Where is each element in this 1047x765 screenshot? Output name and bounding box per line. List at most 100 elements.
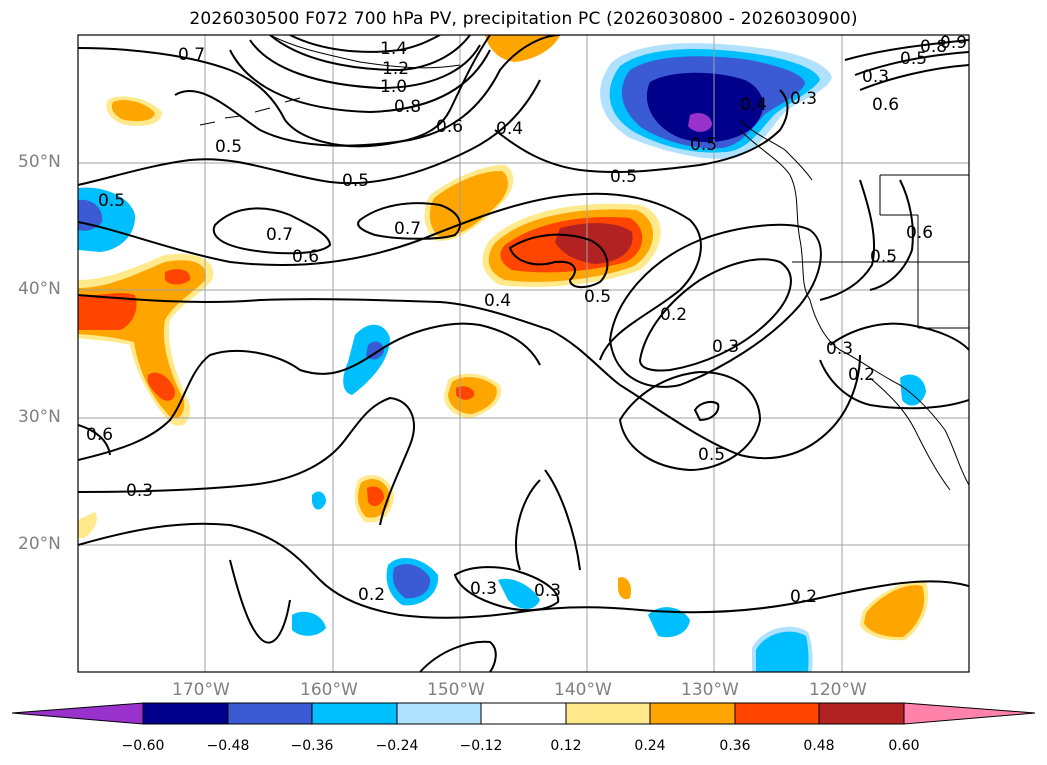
lon-label: 140°W: [554, 680, 612, 700]
contour-label: 0.6: [906, 223, 933, 243]
contour-label: 0.9: [940, 33, 967, 53]
contour-0.5-mid: [494, 89, 789, 174]
colorbar-bin: [142, 702, 229, 725]
contour-label: 0.5: [98, 191, 125, 211]
contour-0.2-inner: [608, 223, 822, 388]
contour-0.4-band: [78, 294, 861, 460]
contour-label: 1.4: [380, 39, 407, 59]
coast-bc: [739, 119, 813, 181]
lat-label: 50°N: [18, 152, 61, 172]
contour-1.4: [289, 35, 441, 53]
precip-pos-north-2: [429, 170, 508, 237]
contour-label: 0.5: [584, 287, 611, 307]
contour-label: 0.4: [740, 95, 767, 115]
contour-label: 1.2: [382, 59, 409, 79]
colorbar-tick-label: −0.36: [290, 738, 334, 754]
contour-0.7-mid: [212, 207, 332, 255]
contour-label: 0.3: [862, 67, 889, 87]
contour-0.5-ne: [819, 179, 876, 301]
contour-0.2-se: [829, 322, 969, 351]
lon-label: 120°W: [809, 680, 867, 700]
contour-left-0.6: [78, 424, 111, 456]
contour-label: 0.4: [484, 291, 511, 311]
state-borders: [792, 174, 969, 329]
colorbar-tick-label: 0.48: [803, 738, 835, 754]
contour-0.3-lower: [78, 396, 415, 526]
coast-alaska: [269, 35, 461, 69]
precip-neg-south-4: [292, 611, 326, 636]
contour-label: 0.4: [496, 119, 523, 139]
contour-0.5-loop: [508, 233, 609, 288]
lat-label: 20°N: [18, 534, 61, 554]
contour-0.8: [229, 49, 491, 114]
contour-label: 0.3: [534, 581, 561, 601]
contour-label: 0.7: [266, 225, 293, 245]
contour-0.5-big: [618, 370, 762, 472]
precip-neg-southeast-1: [648, 607, 690, 638]
contour-0.6-mid: [78, 192, 702, 361]
colorbar-bin: [565, 702, 651, 725]
precip-pos-west-5: [147, 372, 176, 401]
colorbar-tick-label: −0.60: [121, 738, 165, 754]
coast-baja: [869, 377, 951, 491]
contour-label: 0.6: [86, 425, 113, 445]
lon-label: 130°W: [681, 680, 739, 700]
contour-label: 0.2: [848, 365, 875, 385]
contour-label: 0.2: [790, 587, 817, 607]
precip-neg-bottom-2: [756, 631, 809, 672]
contour-0.2-lower: [78, 522, 969, 619]
contour-label: 1.0: [380, 77, 407, 97]
lon-label: 170°W: [172, 680, 230, 700]
contour-0.3-inner: [638, 258, 792, 372]
contour-label: 0.6: [436, 117, 463, 137]
precip-pos-topleft-2: [111, 100, 155, 122]
colorbar-tick-label: −0.24: [375, 738, 419, 754]
contour-label: 0.5: [690, 135, 717, 155]
contour-label: 0.3: [712, 337, 739, 357]
colorbar-extend-min: [11, 702, 144, 725]
colorbar-tick-label: −0.48: [206, 738, 250, 754]
colorbar-tick-label: 0.36: [719, 738, 751, 754]
contour-ne-top: [844, 39, 969, 91]
contour-lower-bottom: [419, 640, 497, 672]
coast-aleutians: [199, 97, 301, 126]
colorbar-tick-label: 0.60: [888, 738, 920, 754]
contour-0.6-ne: [869, 179, 914, 291]
contour-label: 0.3: [470, 579, 497, 599]
contour-0.6-upper: [174, 35, 561, 147]
lat-label: 40°N: [18, 279, 61, 299]
contour-label: 0.6: [872, 95, 899, 115]
precip-pos-mid-3: [456, 386, 475, 400]
precip-pos-southeast-2: [864, 585, 925, 638]
graticule: [78, 35, 969, 672]
colorbar-bin: [227, 702, 313, 725]
precip-pos-south-3: [367, 486, 384, 507]
contour-1.2: [269, 35, 471, 72]
contour-0.5-upper: [78, 79, 541, 186]
coast-westcoast: [739, 129, 969, 486]
colorbar-bin: [649, 702, 736, 725]
lon-label: 160°W: [300, 680, 358, 700]
precip-neg-baja: [900, 374, 926, 406]
precip-neg-small-1: [312, 491, 326, 510]
precip-pos-west-4: [165, 269, 191, 285]
colorbar-tick-label: −0.12: [459, 738, 503, 754]
contour-label: 0.7: [394, 219, 421, 239]
pv-contours: [78, 35, 969, 672]
contour-label: 0.5: [698, 445, 725, 465]
contour-labels: 0.7 1.4 1.2 1.0 0.8 0.6 0.4 0.5 0.5 0.5 …: [86, 33, 967, 607]
contour-label: 0.3: [126, 481, 153, 501]
precip-pos-small-2: [78, 512, 97, 538]
colorbar-extend-max: [903, 702, 1036, 725]
contour-label: 0.2: [660, 305, 687, 325]
map-frame: [77, 34, 970, 673]
contour-center-0.3: [515, 469, 581, 571]
precip-pos-small-1: [618, 577, 632, 600]
contour-label: 0.3: [790, 89, 817, 109]
contour-0.3-sw: [819, 359, 969, 410]
contour-1.0: [249, 39, 481, 90]
precip-neg-gulf-3: [646, 72, 764, 143]
colorbar-bin: [734, 702, 820, 725]
precip-neg-south-3: [498, 578, 540, 609]
